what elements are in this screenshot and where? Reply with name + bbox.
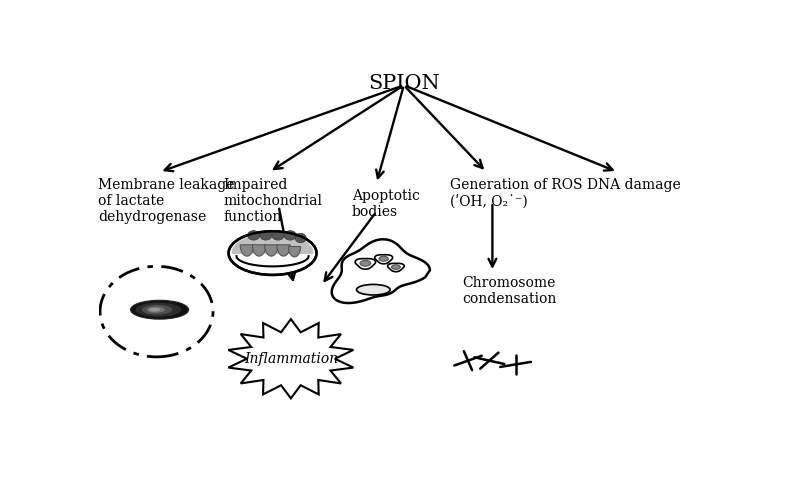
Ellipse shape: [296, 233, 306, 243]
Ellipse shape: [284, 231, 296, 240]
Polygon shape: [240, 245, 254, 256]
Ellipse shape: [379, 256, 388, 261]
Text: Apoptotic
bodies: Apoptotic bodies: [352, 189, 420, 219]
Polygon shape: [277, 245, 290, 256]
Text: Inflammation: Inflammation: [243, 352, 338, 366]
Text: Impaired
mitochondrial
function: Impaired mitochondrial function: [224, 178, 323, 224]
Text: Membrane leakage
of lactate
dehydrogenase: Membrane leakage of lactate dehydrogenas…: [98, 178, 235, 224]
Polygon shape: [355, 259, 376, 269]
Polygon shape: [252, 245, 266, 256]
Ellipse shape: [229, 231, 317, 275]
Ellipse shape: [147, 307, 165, 313]
Ellipse shape: [131, 300, 188, 319]
Ellipse shape: [142, 305, 173, 315]
Polygon shape: [229, 319, 353, 398]
Text: Chromosome
condensation: Chromosome condensation: [462, 276, 556, 306]
Ellipse shape: [272, 231, 284, 240]
Ellipse shape: [149, 308, 160, 312]
Ellipse shape: [260, 231, 272, 240]
Ellipse shape: [247, 231, 260, 240]
Polygon shape: [288, 246, 301, 257]
Polygon shape: [332, 239, 430, 303]
Ellipse shape: [136, 302, 181, 317]
Ellipse shape: [392, 265, 400, 270]
Ellipse shape: [360, 260, 370, 266]
Polygon shape: [375, 255, 392, 264]
Text: DNA damage: DNA damage: [587, 178, 681, 192]
Ellipse shape: [356, 284, 390, 295]
Text: SPION: SPION: [368, 74, 440, 93]
Polygon shape: [388, 264, 404, 272]
Text: Generation of ROS
(ʹOH, O₂˙⁻): Generation of ROS (ʹOH, O₂˙⁻): [450, 178, 582, 208]
Polygon shape: [265, 245, 278, 256]
Polygon shape: [232, 234, 313, 253]
